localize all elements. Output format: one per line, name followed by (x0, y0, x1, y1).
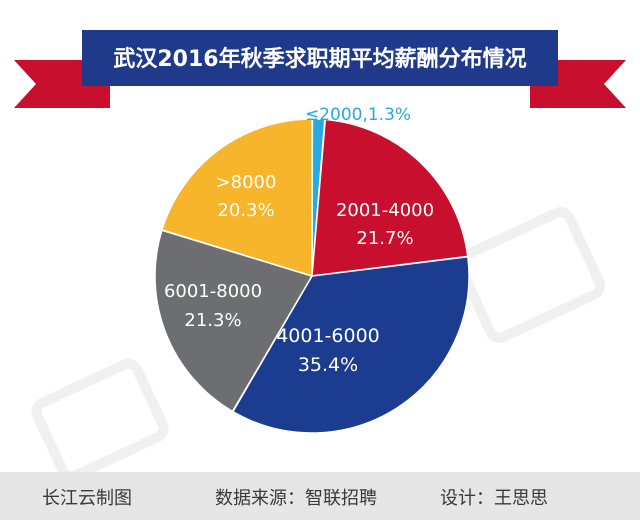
pie-slice-2 (312, 120, 468, 276)
source-text: 数据来源：智联招聘 (215, 484, 377, 510)
pie-chart (155, 119, 469, 433)
title-banner: 武汉2016年秋季求职期平均薪酬分布情况 (14, 30, 626, 108)
footer-bar: 长江云制图 数据来源：智联招聘 设计：王思思 (0, 472, 640, 520)
slice-value-label-5: 20.3% (217, 200, 274, 221)
designer-text: 设计：王思思 (440, 484, 548, 510)
chart-title: 武汉2016年秋季求职期平均薪酬分布情况 (113, 46, 526, 72)
slice-value-label-3: 35.4% (298, 354, 358, 376)
slice-category-label-2: 2001-4000 (336, 200, 434, 221)
slice-value-label-2: 21.7% (356, 228, 413, 249)
slice-category-label-5: >8000 (216, 172, 277, 193)
credit-text: 长江云制图 (42, 484, 132, 510)
slice-category-label-4: 6001-8000 (164, 281, 262, 302)
slice-label-1: ≤2000,1.3% (305, 105, 411, 125)
slice-category-label-3: 4001-6000 (276, 325, 380, 347)
slice-value-label-4: 21.3% (184, 310, 241, 331)
